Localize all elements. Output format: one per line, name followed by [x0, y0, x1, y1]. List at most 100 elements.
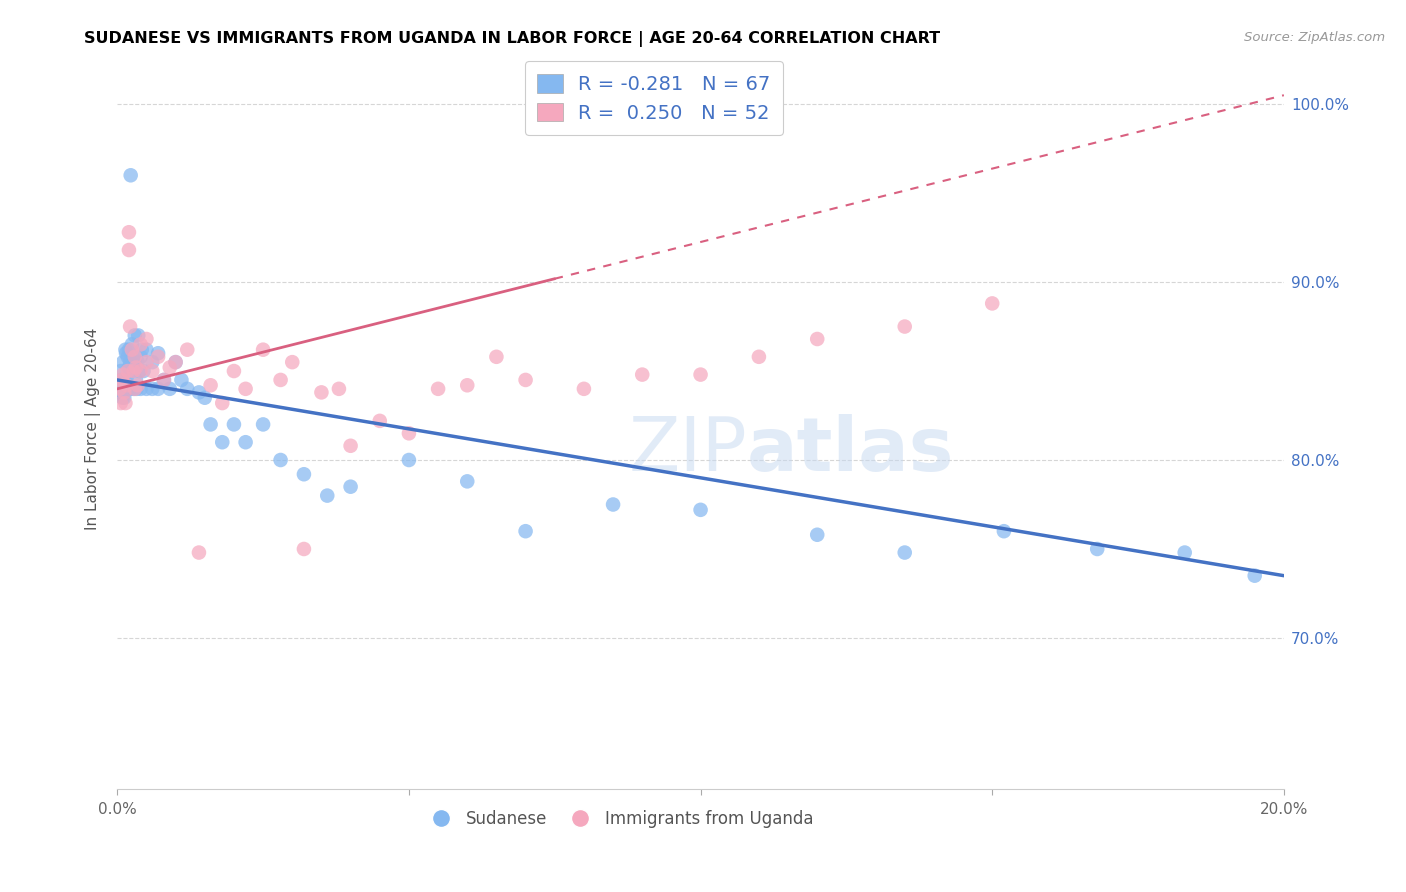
- Point: [187, 545, 209, 559]
- Point: [159, 360, 181, 375]
- Point: [981, 296, 1004, 310]
- Point: [194, 391, 217, 405]
- Point: [128, 364, 150, 378]
- Point: [222, 364, 245, 378]
- Legend: Sudanese, Immigrants from Uganda: Sudanese, Immigrants from Uganda: [418, 804, 821, 835]
- Point: [112, 368, 135, 382]
- Point: [122, 382, 145, 396]
- Point: [200, 417, 222, 432]
- Point: [118, 225, 141, 239]
- Point: [121, 337, 143, 351]
- Point: [120, 319, 142, 334]
- Point: [339, 480, 361, 494]
- Point: [292, 467, 315, 482]
- Point: [122, 364, 145, 378]
- Point: [111, 391, 134, 405]
- Point: [108, 385, 131, 400]
- Point: [316, 489, 339, 503]
- Point: [117, 364, 139, 378]
- Point: [118, 343, 141, 357]
- Point: [200, 378, 222, 392]
- Point: [1085, 541, 1108, 556]
- Point: [127, 355, 149, 369]
- Point: [165, 355, 187, 369]
- Point: [110, 396, 132, 410]
- Point: [129, 350, 152, 364]
- Point: [124, 382, 146, 396]
- Point: [689, 368, 711, 382]
- Point: [141, 364, 163, 378]
- Point: [127, 378, 149, 392]
- Point: [1243, 568, 1265, 582]
- Point: [120, 355, 142, 369]
- Point: [108, 382, 131, 396]
- Point: [141, 382, 163, 396]
- Point: [127, 328, 149, 343]
- Point: [176, 343, 198, 357]
- Point: [235, 382, 257, 396]
- Point: [111, 373, 134, 387]
- Point: [211, 435, 233, 450]
- Point: [456, 378, 478, 392]
- Point: [141, 355, 163, 369]
- Point: [129, 382, 152, 396]
- Text: SUDANESE VS IMMIGRANTS FROM UGANDA IN LABOR FORCE | AGE 20-64 CORRELATION CHART: SUDANESE VS IMMIGRANTS FROM UGANDA IN LA…: [84, 31, 941, 47]
- Point: [131, 343, 153, 357]
- Point: [114, 343, 136, 357]
- Point: [806, 527, 828, 541]
- Point: [1174, 545, 1197, 559]
- Point: [339, 439, 361, 453]
- Point: [115, 373, 138, 387]
- Point: [153, 373, 176, 387]
- Point: [135, 332, 157, 346]
- Point: [235, 435, 257, 450]
- Point: [146, 382, 169, 396]
- Point: [112, 355, 135, 369]
- Point: [121, 343, 143, 357]
- Point: [292, 541, 315, 556]
- Point: [112, 391, 135, 405]
- Point: [146, 350, 169, 364]
- Point: [993, 524, 1015, 539]
- Point: [311, 385, 333, 400]
- Point: [110, 373, 132, 387]
- Point: [748, 350, 770, 364]
- Text: ZIP: ZIP: [628, 414, 747, 487]
- Y-axis label: In Labor Force | Age 20-64: In Labor Force | Age 20-64: [86, 327, 101, 530]
- Point: [110, 364, 132, 378]
- Point: [187, 385, 209, 400]
- Point: [124, 350, 146, 364]
- Point: [132, 364, 155, 378]
- Point: [112, 385, 135, 400]
- Point: [121, 364, 143, 378]
- Point: [170, 373, 193, 387]
- Point: [398, 453, 420, 467]
- Point: [124, 328, 146, 343]
- Point: [120, 169, 142, 183]
- Point: [146, 346, 169, 360]
- Point: [135, 382, 157, 396]
- Point: [893, 545, 915, 559]
- Point: [806, 332, 828, 346]
- Point: [893, 319, 915, 334]
- Point: [117, 382, 139, 396]
- Point: [120, 382, 142, 396]
- Point: [118, 360, 141, 375]
- Point: [129, 364, 152, 378]
- Text: atlas: atlas: [747, 414, 955, 487]
- Point: [114, 378, 136, 392]
- Point: [114, 396, 136, 410]
- Point: [115, 346, 138, 360]
- Point: [125, 373, 148, 387]
- Point: [211, 396, 233, 410]
- Point: [117, 350, 139, 364]
- Point: [111, 378, 134, 392]
- Point: [270, 373, 292, 387]
- Point: [135, 343, 157, 357]
- Text: Source: ZipAtlas.com: Source: ZipAtlas.com: [1244, 31, 1385, 45]
- Point: [153, 373, 176, 387]
- Point: [159, 382, 181, 396]
- Point: [515, 373, 537, 387]
- Point: [631, 368, 654, 382]
- Point: [252, 417, 274, 432]
